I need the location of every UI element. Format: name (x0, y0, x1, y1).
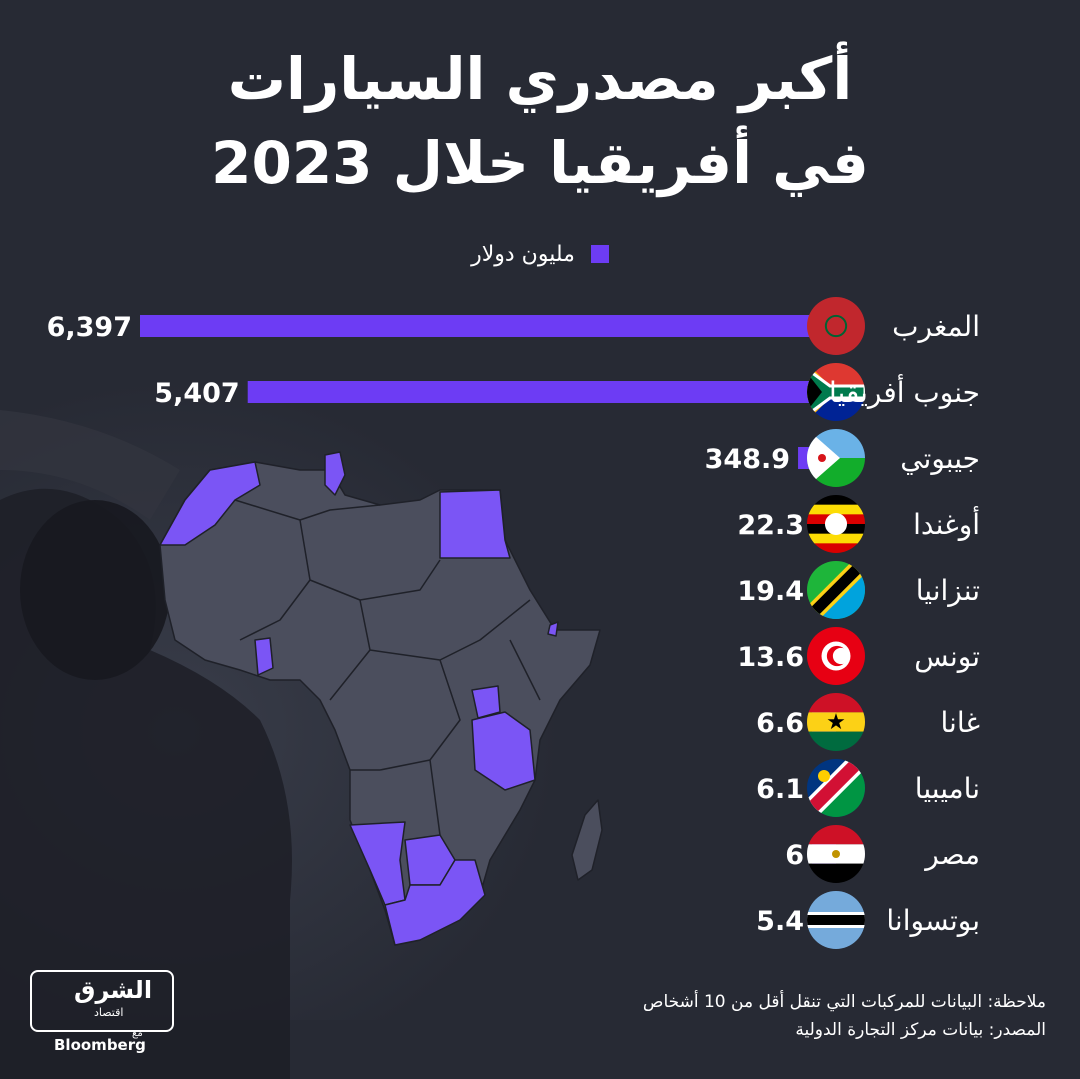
djibouti-shape (547, 621, 559, 637)
value-label: 22.3 (737, 510, 804, 541)
madagascar-land (571, 799, 603, 881)
category-label: تنزانيا (916, 574, 980, 607)
logo-main-text: الشرق (74, 976, 153, 1004)
category-label: تونس (914, 640, 980, 673)
value-label: 6,397 (47, 312, 132, 343)
logo-frame (30, 970, 174, 1032)
uganda-flag (807, 495, 865, 553)
bar-group: 6.1 ناميبيا (756, 759, 980, 817)
africa-land (159, 461, 601, 946)
morocco-shape (159, 461, 261, 546)
bar-group: 13.6 تونس (737, 627, 980, 685)
category-label: جنوب أفريقيا (829, 373, 980, 409)
category-label: غانا (941, 706, 981, 739)
value-label: 6.6 (756, 708, 804, 739)
bar-group: 5,407 جنوب أفريقيا (154, 363, 980, 421)
worker-head (20, 500, 170, 680)
category-label: أوغندا (913, 505, 980, 541)
legend-label: مليون دولار (471, 241, 575, 267)
bar-group: 6,397 المغرب (47, 297, 980, 355)
value-label: 348.9 (705, 444, 790, 475)
ghana-shape (254, 637, 274, 676)
value-label: 6 (785, 840, 804, 871)
bar-group: 19.4 تنزانيا (737, 561, 980, 619)
egypt-shape (439, 489, 511, 559)
bar-2 (247, 381, 836, 403)
bar-group: 348.9 جيبوتي (705, 429, 980, 487)
category-label: جيبوتي (900, 442, 980, 475)
footer-note: ملاحظة: البيانات للمركبات التي تنقل أقل … (642, 992, 1046, 1012)
value-label: 13.6 (737, 642, 804, 673)
bar-group: 22.3 أوغندا (737, 495, 980, 553)
value-label: 5.4 (756, 906, 804, 937)
category-label: مصر (923, 838, 980, 871)
tunisia-flag (807, 627, 865, 685)
category-label: بوتسوانا (886, 904, 980, 937)
botswana-flag (807, 891, 865, 949)
chart-title-line-1: أكبر مصدري السيارات (227, 45, 853, 113)
svg-text:★: ★ (826, 710, 846, 735)
bar-group: 6.6 ★ غانا (756, 693, 980, 751)
namibia-flag (807, 759, 865, 817)
legend: مليون دولار (0, 234, 1080, 274)
logo-partner-text: Bloomberg (54, 1036, 146, 1054)
asharq-bloomberg-logo: الشرق اقتصاد مع Bloomberg (30, 970, 180, 1060)
value-label: 5,407 (154, 378, 239, 409)
tanzania-shape (471, 711, 536, 791)
morocco-flag (807, 297, 865, 355)
bar-1 (140, 315, 836, 337)
uganda-shape (471, 685, 501, 719)
category-label: ناميبيا (915, 772, 980, 805)
footer-source: المصدر: بيانات مركز التجارة الدولية (795, 1020, 1046, 1040)
djibouti-flag (807, 429, 865, 487)
ghana-flag: ★ (807, 693, 865, 751)
category-label: المغرب (892, 310, 980, 343)
bar-group: 6 مصر (785, 825, 980, 883)
tunisia-shape (324, 451, 346, 496)
value-label: 6.1 (756, 774, 804, 805)
legend-swatch (590, 245, 609, 263)
south-africa-shape (384, 859, 486, 946)
logo-sub-text: اقتصاد (94, 1006, 124, 1019)
chart-title-line-2: في أفريقيا خلال 2023 (211, 129, 869, 197)
value-label: 19.4 (737, 576, 804, 607)
bar-group: 5.4 بوتسوانا (756, 891, 980, 949)
egypt-flag (807, 825, 865, 883)
tanzania-flag (807, 561, 865, 619)
logo-with-text: مع (132, 1028, 143, 1039)
